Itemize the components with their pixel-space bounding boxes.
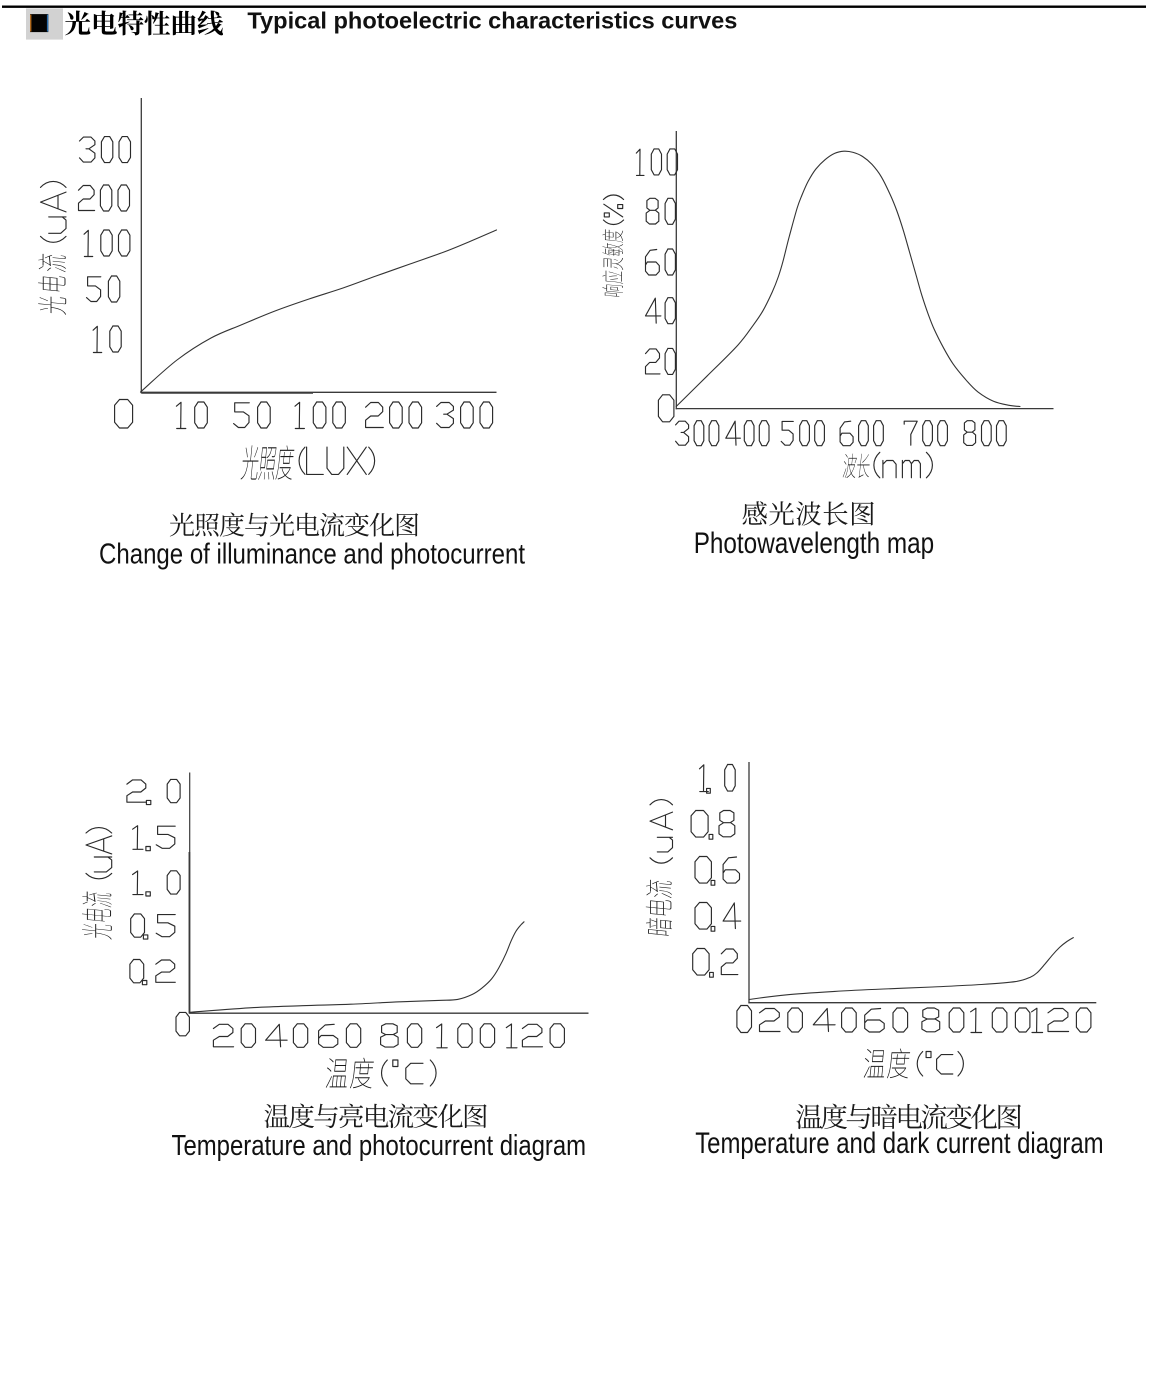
svg-text:Temperature and photocurrent d: Temperature and photocurrent diagram [172, 1130, 587, 1162]
svg-text:Typical photoelectric characte: Typical photoelectric characteristics cu… [247, 8, 737, 34]
svg-text:Change of illuminance and phot: Change of illuminance and photocurrent [99, 539, 525, 571]
svg-text:Temperature and dark current d: Temperature and dark current diagram [695, 1127, 1103, 1160]
svg-text:Photowavelength map: Photowavelength map [694, 527, 935, 560]
